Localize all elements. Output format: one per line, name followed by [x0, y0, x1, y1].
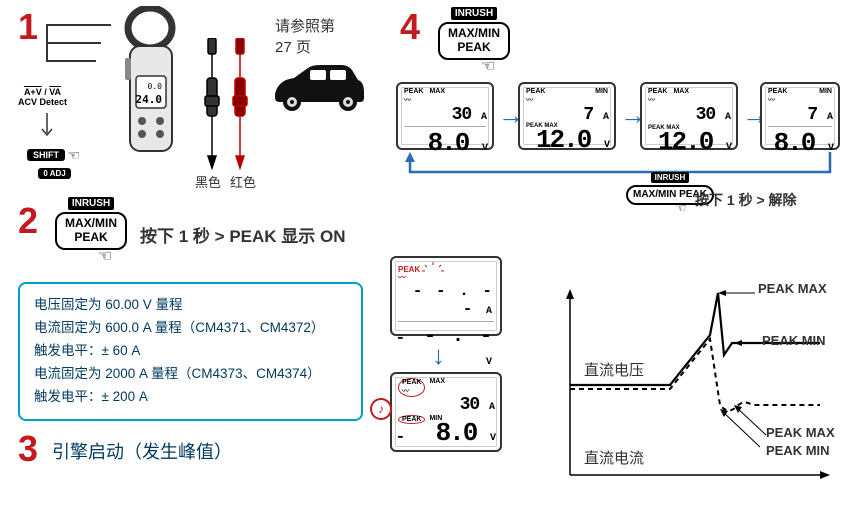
peak-indicator: PEAK〰 [648, 88, 667, 105]
hand-pointer-icon: ☜ [676, 201, 687, 215]
step-4-number: 4 [400, 6, 420, 48]
callout-line [46, 60, 96, 62]
step-3-number: 3 [18, 428, 38, 470]
shift-button-group: SHIFT ☜ 0 ADJ [27, 145, 82, 181]
info-line: 电流固定为 600.0 A 量程（CM4371、CM4372） [34, 317, 347, 340]
info-line: 触发电平：± 60 A [34, 340, 347, 363]
max-min-peak-button[interactable]: INRUSH MAX/MIN PEAK ☜ [55, 197, 127, 266]
peak-max-label: PEAK MAX [758, 281, 827, 296]
max-min-peak-label: MAX/MIN PEAK [438, 22, 510, 60]
probe-red-label: 红色 [230, 172, 256, 191]
info-line: 电流固定为 2000 A 量程（CM4373、CM4374） [34, 363, 347, 386]
min-indicator: MIN [595, 88, 608, 105]
lcd-screen-blank: PEAK 〰 - - . - - A ▬- . - V [390, 256, 502, 336]
peak-waveform-graph: PEAK MAX PEAK MIN PEAK MAX PEAK MIN 直流电压… [560, 285, 835, 485]
music-note-icon: ♪ [370, 398, 392, 420]
page-ref-text: 请参照第 27 页 [275, 16, 335, 58]
lcd-screen-2: PEAK〰 MIN 7 A PEAK MAX 12.0 V [518, 82, 616, 150]
max-min-peak-button[interactable]: INRUSH MAX/MIN PEAK ☜ [438, 7, 510, 76]
down-arrow-icon [40, 113, 54, 143]
max-indicator: MAX [673, 88, 689, 105]
callout-line [46, 24, 48, 61]
peak-min-label: PEAK MIN [762, 333, 826, 348]
release-instruction: 按下 1 秒 > 解除 [695, 190, 797, 210]
min-indicator: MIN [819, 88, 832, 105]
peak-min-label-2: PEAK MIN [766, 443, 830, 458]
svg-text:0.0: 0.0 [148, 82, 163, 91]
peak-indicator: PEAK〰 [526, 88, 545, 105]
car-icon [270, 62, 368, 114]
callout-line [46, 24, 111, 26]
info-box: 电压固定为 60.00 V 量程 电流固定为 600.0 A 量程（CM4371… [18, 282, 363, 421]
dc-voltage-label: 直流电压 [584, 359, 644, 380]
lcd-screen-3: PEAK〰 MAX 30 A PEAK MAX 12.0 V [640, 82, 738, 150]
step-1-number: 1 [18, 6, 38, 48]
acv-detect-label: A+V / VAACV Detect [18, 88, 67, 108]
shift-label: SHIFT [27, 149, 65, 161]
info-line: 触发电平：± 200 A [34, 386, 347, 409]
peak-indicator: PEAK〰 [768, 88, 787, 105]
max-indicator: MAX [429, 378, 445, 385]
peak-max-label-2: PEAK MAX [766, 425, 835, 440]
info-line: 电压固定为 60.00 V 量程 [34, 294, 347, 317]
probe-black-label: 黑色 [195, 172, 221, 191]
hand-pointer-icon: ☜ [481, 56, 495, 76]
lcd-screen-triggered: PEAK〰 MAX 30 A PEAK MIN ▬8.0 V [390, 372, 502, 452]
peak-indicator: PEAK〰 [404, 88, 423, 105]
loop-arrow [400, 152, 840, 192]
step-2-instruction: 按下 1 秒 > PEAK 显示 ON [140, 222, 346, 247]
max-indicator: MAX [429, 88, 445, 105]
inrush-label: INRUSH [451, 7, 497, 20]
lcd-screen-4: PEAK〰 MIN 7 A 8.0 V [760, 82, 840, 150]
inrush-label: INRUSH [651, 172, 690, 183]
arrow-down-icon: ↓ [432, 340, 445, 371]
step-3-label: 引擎启动（发生峰值） [52, 438, 232, 464]
svg-text:24.0: 24.0 [136, 93, 163, 106]
max-min-peak-label: MAX/MIN PEAK [55, 212, 127, 250]
inrush-label: INRUSH [68, 197, 114, 210]
step-2-number: 2 [18, 200, 38, 242]
zero-adj-label: 0 ADJ [38, 168, 70, 179]
lcd-screen-1: PEAK〰 MAX 30 A 8.0 V [396, 82, 494, 150]
dc-current-label: 直流电流 [584, 447, 644, 468]
hand-pointer-icon: ☜ [98, 246, 112, 266]
hand-pointer-icon: ☜ [67, 147, 80, 163]
test-probes-illustration [198, 38, 256, 183]
callout-line [46, 42, 101, 44]
clamp-meter-illustration: 0.0 24.0 [82, 6, 202, 181]
